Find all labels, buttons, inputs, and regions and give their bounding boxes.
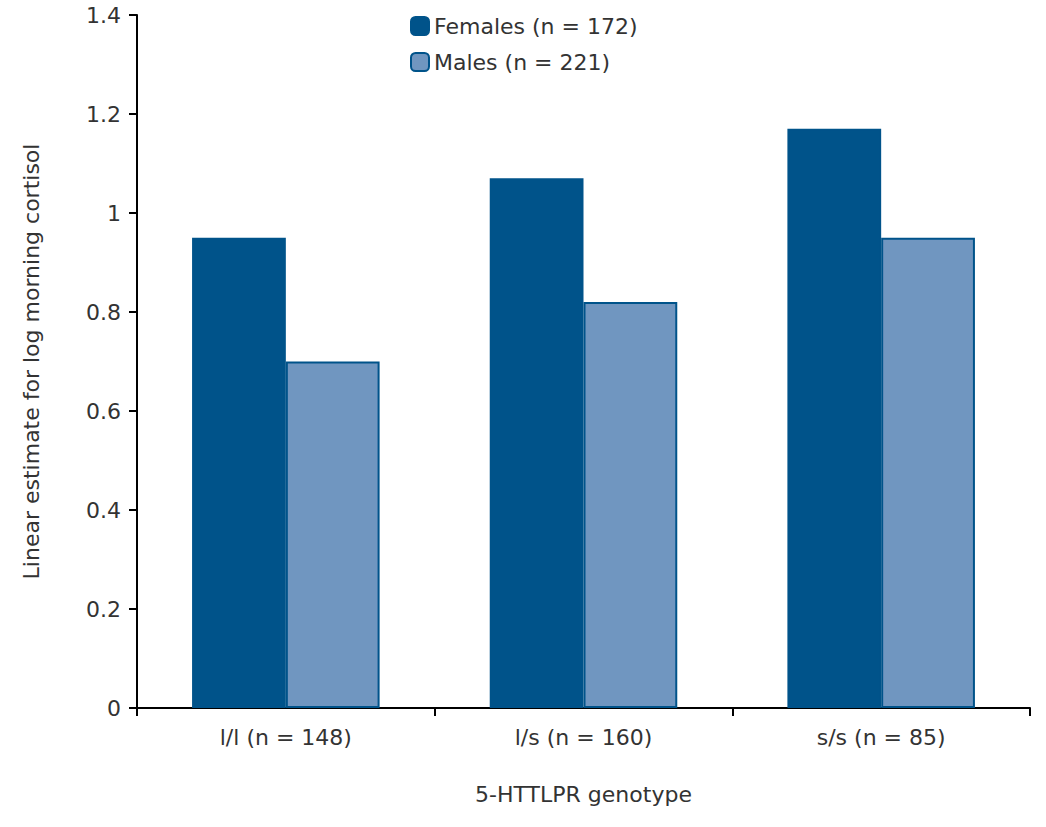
svg-text:1: 1 [107, 201, 121, 226]
svg-text:Males (n = 221): Males (n = 221) [434, 50, 610, 75]
svg-text:l/s (n = 160): l/s (n = 160) [515, 725, 653, 750]
svg-text:s/s (n = 85): s/s (n = 85) [817, 725, 946, 750]
svg-text:0.2: 0.2 [86, 597, 121, 622]
svg-text:1.2: 1.2 [86, 102, 121, 127]
svg-text:Females (n = 172): Females (n = 172) [434, 14, 638, 39]
svg-text:l/l (n = 148): l/l (n = 148) [220, 725, 352, 750]
svg-text:Linear estimate for log mornin: Linear estimate for log morning cortisol [19, 144, 44, 580]
svg-text:5-HTTLPR genotype: 5-HTTLPR genotype [475, 782, 692, 807]
svg-text:0.8: 0.8 [86, 300, 121, 325]
svg-text:1.4: 1.4 [86, 3, 121, 28]
svg-text:0.6: 0.6 [86, 399, 121, 424]
svg-text:0: 0 [107, 696, 121, 721]
svg-text:0.4: 0.4 [86, 498, 121, 523]
